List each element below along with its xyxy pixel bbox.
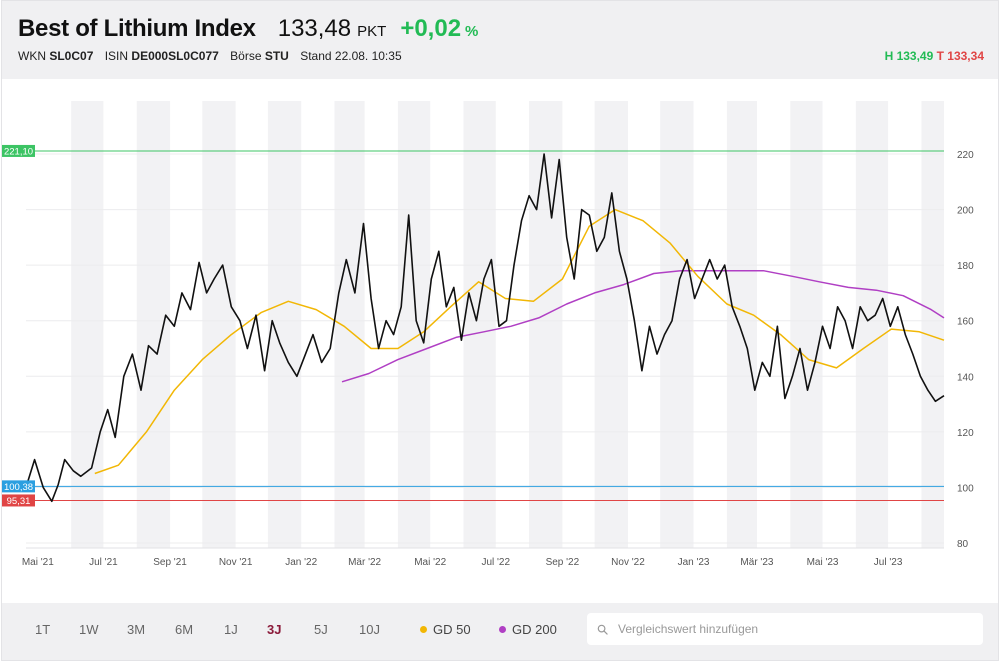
x-tick-label: Nov '22	[611, 557, 645, 568]
x-tick-label: Jul '21	[89, 557, 118, 568]
gd200-dot	[499, 626, 506, 633]
y-tick-label: 220	[957, 150, 974, 161]
gd200-label: GD 200	[512, 622, 557, 637]
compare-input[interactable]	[616, 621, 960, 637]
price-change-unit: %	[465, 23, 479, 40]
search-icon	[597, 624, 608, 635]
x-tick-label: Jul '22	[481, 557, 510, 568]
y-tick-label: 80	[957, 539, 969, 550]
reference-label: 95,31	[7, 496, 31, 507]
series-lines	[25, 153, 945, 503]
month-band	[71, 101, 104, 548]
gd200-line	[341, 269, 945, 383]
price-chart[interactable]: 80 100 120 140 160 180 200 220 Mai '21 Jul '21 Se…	[2, 79, 998, 603]
stand-label: Stand	[300, 49, 332, 63]
title-row: Best of Lithium Index 133,48 PKT +0,02 %	[18, 15, 478, 43]
wkn-value: SL0C07	[49, 49, 94, 63]
reference-label: 100,38	[4, 482, 33, 493]
y-tick-label: 160	[957, 317, 974, 328]
month-band	[202, 101, 236, 548]
y-axis: 80 100 120 140 160 180 200 220	[957, 150, 974, 550]
price-unit: PKT	[357, 23, 387, 40]
x-tick-label: Nov '21	[219, 557, 253, 568]
x-tick-label: Jul '23	[874, 557, 903, 568]
range-button-1t[interactable]: 1T	[35, 622, 51, 637]
month-band	[790, 101, 823, 548]
isin-label: ISIN	[104, 49, 129, 63]
y-tick-label: 180	[957, 261, 974, 272]
x-tick-label: Sep '21	[153, 557, 187, 568]
x-tick-label: Jan '23	[678, 557, 710, 568]
month-bands	[71, 101, 944, 548]
month-band	[334, 101, 365, 548]
x-tick-label: Mär '23	[740, 557, 773, 568]
day-high: H 133,49	[884, 49, 934, 63]
gd50-line	[94, 208, 945, 475]
reference-labels: 221,10 100,38 95,31	[2, 144, 35, 507]
month-band	[136, 101, 171, 548]
reference-label-bg	[2, 144, 35, 157]
range-button-5j[interactable]: 5J	[314, 622, 328, 637]
legend-gd50[interactable]: GD 50	[420, 622, 471, 637]
x-tick-label: Mai '21	[22, 557, 54, 568]
wkn-label: WKN	[18, 49, 46, 63]
range-button-1j[interactable]: 1J	[224, 622, 238, 637]
month-band	[726, 101, 757, 548]
range-button-6m[interactable]: 6M	[175, 622, 194, 637]
month-band	[855, 101, 889, 548]
reference-label: 221,10	[4, 146, 33, 157]
index-title: Best of Lithium Index	[18, 15, 256, 42]
exchange-value: STU	[264, 49, 289, 63]
reference-lines	[26, 150, 944, 501]
exchange-label: Börse	[230, 49, 262, 63]
range-button-3j[interactable]: 3J	[267, 622, 282, 637]
high-low: H 133,49 T 133,34	[885, 49, 984, 63]
month-band	[463, 101, 496, 548]
month-band	[660, 101, 694, 548]
last-price: 133,48	[277, 15, 352, 42]
isin-value: DE000SL0C077	[131, 49, 219, 63]
chart-toolbar: 1T 1W 3M 6M 1J 3J 5J 10J GD 50 GD 200	[2, 603, 998, 660]
x-tick-label: Mai '23	[807, 557, 839, 568]
reference-label-bg	[2, 480, 35, 493]
month-band	[594, 101, 628, 548]
legend-gd200[interactable]: GD 200	[499, 622, 557, 637]
range-button-10j[interactable]: 10J	[359, 622, 380, 637]
y-tick-label: 120	[957, 428, 974, 439]
stand-value: 22.08. 10:35	[334, 49, 402, 63]
x-tick-label: Jan '22	[285, 557, 317, 568]
instrument-meta: WKN SL0C07 ISIN DE000SL0C077 Börse STU S…	[18, 49, 402, 63]
month-band	[397, 101, 431, 548]
gd50-label: GD 50	[433, 622, 471, 637]
month-band	[921, 101, 944, 548]
price-line	[25, 153, 945, 503]
compare-search[interactable]	[587, 613, 983, 645]
quote-header: Best of Lithium Index 133,48 PKT +0,02 %…	[2, 1, 998, 79]
range-button-1w[interactable]: 1W	[79, 622, 99, 637]
horizontal-grid	[26, 153, 944, 549]
x-tick-label: Mai '22	[414, 557, 446, 568]
reference-label-bg	[2, 494, 35, 507]
price-change: +0,02	[400, 15, 462, 42]
y-tick-label: 140	[957, 372, 974, 383]
range-button-3m[interactable]: 3M	[127, 622, 146, 637]
gd50-dot	[420, 626, 427, 633]
y-tick-label: 200	[957, 206, 974, 217]
x-tick-label: Mär '22	[348, 557, 381, 568]
x-tick-label: Sep '22	[546, 557, 580, 568]
y-tick-label: 100	[957, 483, 974, 494]
x-axis: Mai '21 Jul '21 Sep '21 Nov '21 Jan '22 Mär '…	[22, 557, 903, 568]
day-low: T 133,34	[936, 49, 984, 63]
